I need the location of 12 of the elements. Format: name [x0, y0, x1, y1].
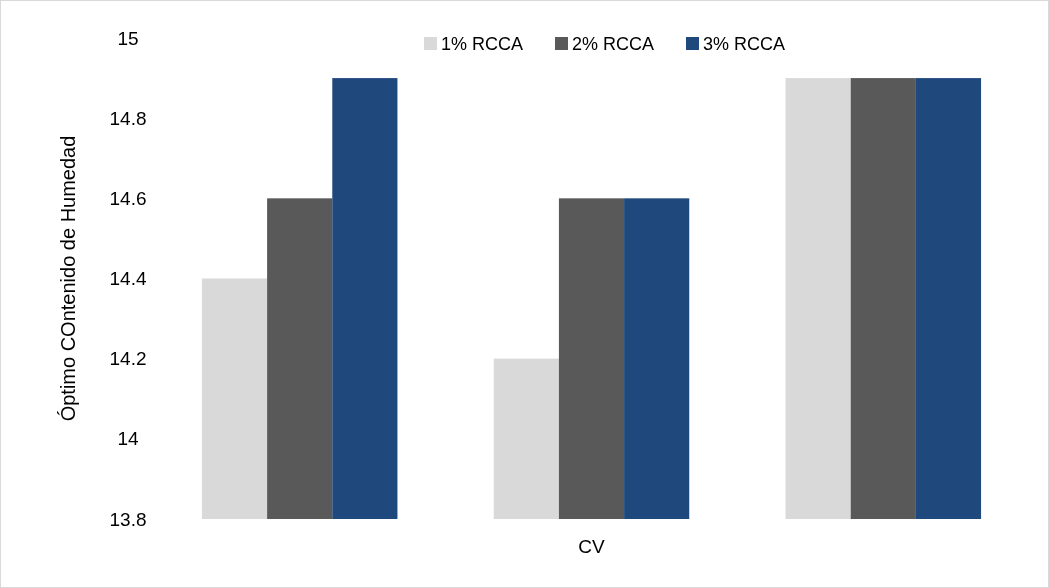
y-tick-label: 14.8 — [109, 107, 147, 129]
y-tick-label: 13.8 — [109, 508, 147, 530]
y-tick-label: 14.2 — [109, 348, 147, 370]
y-tick-label: 14 — [117, 428, 139, 450]
x-tick-label: CV — [578, 535, 606, 557]
legend-label: 3% RCCA — [703, 34, 786, 55]
legend-label: 2% RCCA — [572, 34, 655, 55]
legend-label: 1% RCCA — [441, 34, 524, 55]
y-axis-title: Óptimo COntenido de Humedad — [57, 135, 79, 422]
y-tick-label: 15 — [117, 27, 139, 49]
y-tick-label: 14.6 — [109, 187, 147, 209]
y-tick-label: 14.4 — [109, 268, 147, 290]
